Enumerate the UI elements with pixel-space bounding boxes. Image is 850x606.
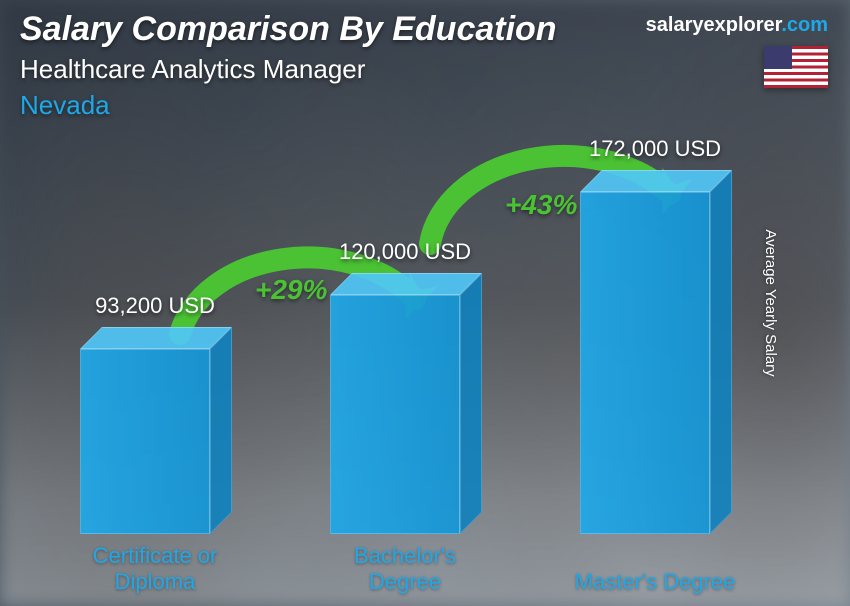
chart-subtitle: Healthcare Analytics Manager — [20, 54, 365, 85]
bar-2-front — [330, 295, 460, 534]
chart-area: +29% +43% 93,200 USD Certificate or Dipl… — [40, 114, 800, 594]
value-label-2: 120,000 USD — [320, 239, 490, 265]
infographic-container: Salary Comparison By Education Healthcar… — [0, 0, 850, 606]
value-label-1: 93,200 USD — [70, 293, 240, 319]
bar-3-front — [580, 192, 710, 534]
brand-suffix: .com — [781, 14, 828, 36]
bar-1-top — [80, 327, 232, 349]
pct-label-1: +29% — [255, 274, 327, 306]
category-label-1: Certificate or Diploma — [65, 543, 245, 594]
pct-label-2: +43% — [505, 189, 577, 221]
bar-2-top — [330, 273, 482, 295]
flag-icon — [764, 46, 828, 88]
bar-1-front — [80, 349, 210, 534]
brand-name: salaryexplorer — [646, 14, 782, 36]
bar-1-side — [210, 327, 232, 534]
value-label-3: 172,000 USD — [570, 136, 740, 162]
category-label-2: Bachelor's Degree — [315, 543, 495, 594]
category-label-3: Master's Degree — [565, 569, 745, 594]
bar-2-side — [460, 273, 482, 534]
chart-title: Salary Comparison By Education — [20, 10, 557, 49]
bar-3-top — [580, 170, 732, 192]
bar-3-side — [710, 170, 732, 534]
brand-logo: salaryexplorer.com — [646, 14, 828, 37]
